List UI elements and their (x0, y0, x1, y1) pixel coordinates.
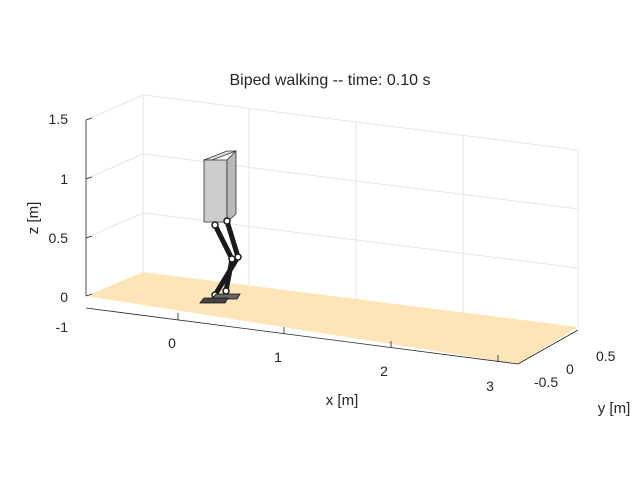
z-tick-label: -1 (56, 319, 69, 335)
y-axis-label: y [m] (598, 400, 631, 417)
chart-title: Biped walking -- time: 0.10 s (230, 72, 431, 89)
x-axis-label: x [m] (326, 392, 359, 409)
robot-torso (203, 150, 237, 223)
x-tick-labels: 0 1 2 3 (168, 335, 494, 394)
right-ankle-joint (222, 287, 230, 295)
z-tick-label: 1 (60, 171, 68, 187)
x-tick-label: 0 (168, 335, 176, 351)
z-tick-label: 0.5 (49, 230, 69, 246)
ground-plane (86, 272, 578, 364)
left-foot (199, 297, 229, 304)
z-tick-labels: 1.5 1 0.5 0 -1 (49, 111, 69, 335)
y-tick-label: 0 (566, 361, 574, 377)
y-tick-label: -0.5 (534, 374, 558, 390)
right-hip-joint (211, 221, 219, 229)
x-tick-label: 2 (380, 363, 388, 379)
z-tick-label: 0 (60, 289, 68, 305)
y-tick-labels: -0.5 0 0.5 (534, 348, 616, 390)
y-tick-label: 0.5 (596, 348, 616, 364)
right-knee-joint (228, 255, 236, 263)
z-tick-label: 1.5 (49, 111, 69, 127)
x-tick-label: 1 (274, 349, 282, 365)
x-tick-label: 3 (486, 378, 494, 394)
left-hip-joint (223, 217, 231, 225)
axis-lines (85, 120, 579, 365)
z-axis-label: z [m] (25, 202, 42, 235)
left-knee-joint (234, 253, 242, 261)
robot-feet (199, 293, 241, 304)
tick-marks (85, 117, 499, 362)
